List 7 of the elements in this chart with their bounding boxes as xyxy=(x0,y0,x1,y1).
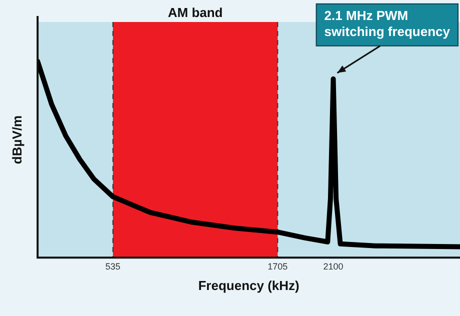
x-tick-label: 1705 xyxy=(268,261,288,272)
x-tick-label: 2100 xyxy=(323,261,344,272)
x-axis-title: Frequency (kHz) xyxy=(198,278,300,293)
x-tick-label: 535 xyxy=(105,261,120,272)
annotation: 2.1 MHz PWM switching frequency xyxy=(324,8,451,40)
y-axis-title: dBµV/m xyxy=(9,115,24,164)
band-label: AM band xyxy=(168,5,223,20)
